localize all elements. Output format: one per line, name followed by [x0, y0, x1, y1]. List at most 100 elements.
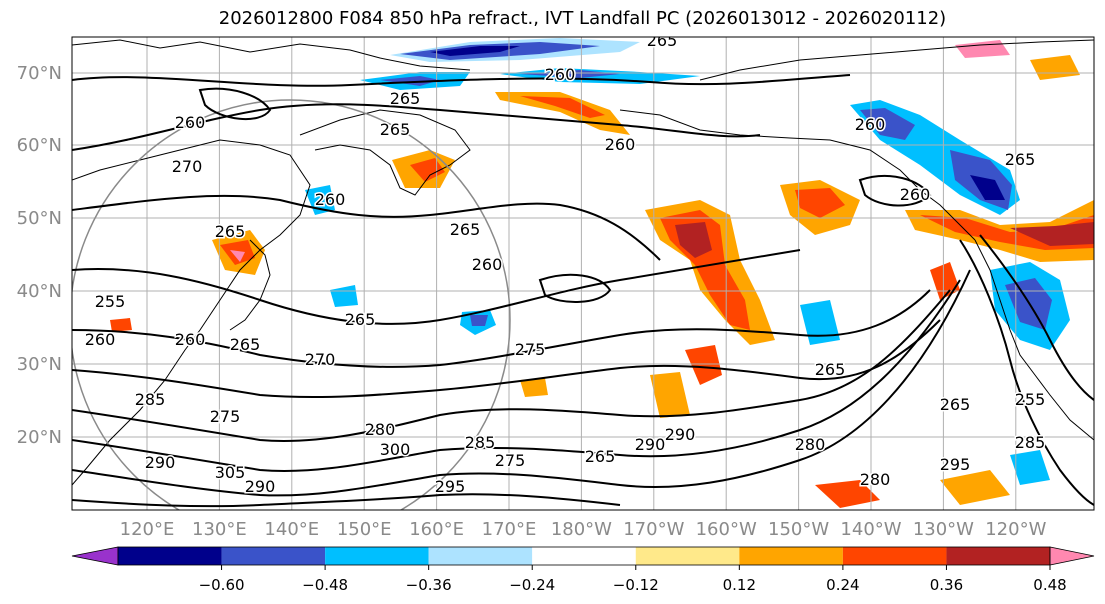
colorbar-segment: [635, 547, 740, 565]
colorbar-segment: [532, 547, 636, 565]
longitude-label: 170°W: [623, 519, 684, 540]
colorbar-tick-label: −0.12: [613, 576, 659, 594]
negative-anomaly-patch: [970, 175, 1005, 200]
contour-label: 265: [585, 447, 616, 466]
longitude-label: 160°W: [696, 519, 757, 540]
latitude-label: 50°N: [17, 208, 62, 229]
latitude-label: 40°N: [17, 281, 62, 302]
coastline-east-asia: [72, 139, 311, 486]
colorbar-tick-label: −0.48: [302, 576, 348, 594]
longitude-label: 120°W: [985, 519, 1046, 540]
positive-anomaly-patch: [650, 372, 690, 418]
contour-label: 290: [635, 435, 666, 454]
contour-line: [72, 289, 931, 368]
coastlines: [72, 39, 1094, 486]
contour-line: [979, 234, 1094, 401]
colorbar-segment: [946, 547, 1050, 565]
longitude-label: 140°W: [840, 519, 901, 540]
contour-label: 260: [605, 135, 636, 154]
colorbar-tick-label: −0.36: [406, 576, 452, 594]
longitude-label: 120°E: [120, 519, 175, 540]
contour-label: 305: [215, 463, 246, 482]
colorbar-tick-label: 0.48: [1033, 576, 1066, 594]
contour-label: 290: [145, 453, 176, 472]
latitude-label: 70°N: [17, 63, 62, 84]
colorbar-tick-label: 0.36: [930, 576, 963, 594]
coastline-arctic-asia: [72, 39, 471, 71]
latitude-label: 20°N: [17, 427, 62, 448]
contour-label: 260: [472, 255, 503, 274]
contour-label: 270: [305, 350, 336, 369]
positive-anomaly-patch: [795, 188, 845, 218]
contour-line: [858, 174, 932, 207]
longitude-label: 160°E: [409, 519, 464, 540]
positive-anomaly-patch: [495, 92, 630, 135]
landfall-region-circle: [72, 99, 511, 510]
contour-label: 275: [495, 451, 526, 470]
colorbar-outline: [117, 546, 1051, 566]
colorbar-tick-label: 0.12: [723, 576, 756, 594]
latitude-labels: 70°N 60°N 50°N 40°N 30°N 20°N: [17, 63, 62, 448]
contour-label: 265: [815, 360, 846, 379]
contour-label: 265: [450, 220, 481, 239]
contour-label: 260: [545, 65, 576, 84]
contour-line: [72, 319, 941, 399]
positive-anomaly-patch: [230, 250, 245, 262]
contour-label: 255: [1015, 390, 1046, 409]
negative-anomaly-patch: [800, 300, 840, 345]
positive-anomaly-patch: [940, 470, 1010, 505]
contour-label: 295: [940, 455, 971, 474]
contour-label: 265: [380, 120, 411, 139]
positive-anomaly-patch: [815, 480, 880, 508]
contour-label: 260: [855, 115, 886, 134]
contour-label: 265: [940, 395, 971, 414]
longitude-label: 140°E: [264, 519, 319, 540]
refractivity-contours: [72, 74, 1094, 508]
contour-label: 280: [795, 435, 826, 454]
contour-line: [72, 269, 971, 497]
contour-label: 265: [345, 310, 376, 329]
coastline-north-america-west: [974, 239, 1094, 441]
negative-anomaly-patch: [520, 70, 620, 78]
longitude-labels: 120°E 130°E 140°E 150°E 160°E 170°E 180°W 170°W…: [120, 519, 1047, 540]
contour-label: 260: [85, 330, 116, 349]
contour-labels: 265 260 265 260 265 270 260 260 265 260 265 265 255 2…: [83, 37, 1047, 498]
positive-anomaly-patch: [110, 318, 132, 332]
colorbar: −0.60 −0.48 −0.36 −0.24 −0.12 0.12 0.24 0.36 0.4…: [71, 546, 1095, 594]
latitude-label: 60°N: [17, 135, 62, 156]
contour-label: 255: [95, 292, 126, 311]
positive-anomaly-patch: [675, 222, 712, 258]
colorbar-extend-low: [71, 546, 119, 566]
contour-line: [538, 273, 612, 303]
contour-label: 265: [215, 222, 246, 241]
colorbar-segment: [325, 547, 429, 565]
contour-line: [72, 289, 951, 442]
positive-anomaly-patch: [685, 345, 722, 385]
contour-label: 285: [465, 433, 496, 452]
colorbar-extend-high: [1049, 546, 1095, 566]
contour-label: 280: [860, 470, 891, 489]
map-frame: [71, 36, 1095, 511]
contour-label: 290: [245, 477, 276, 496]
coastline-japan: [229, 239, 271, 331]
contour-label: 265: [1005, 150, 1036, 169]
negative-anomaly-patch: [430, 46, 520, 56]
longitude-label: 150°W: [768, 519, 829, 540]
colorbar-tick-label: −0.24: [509, 576, 555, 594]
positive-anomaly-patch: [520, 378, 548, 397]
contour-label: 260: [175, 330, 206, 349]
contour-label: 260: [900, 185, 931, 204]
longitude-label: 130°W: [913, 519, 974, 540]
contour-line: [72, 194, 661, 261]
longitude-label: 150°E: [337, 519, 392, 540]
map-title: 2026012800 F084 850 hPa refract., IVT La…: [218, 8, 947, 29]
colorbar-segment: [428, 547, 533, 565]
colorbar-segment: [739, 547, 843, 565]
contour-line: [72, 249, 801, 325]
longitude-label: 180°W: [551, 519, 612, 540]
negative-anomaly-patch: [380, 76, 440, 86]
colorbar-segment: [842, 547, 947, 565]
latitude-label: 30°N: [17, 354, 62, 375]
contour-label: 285: [1015, 433, 1046, 452]
contour-line: [72, 493, 621, 508]
